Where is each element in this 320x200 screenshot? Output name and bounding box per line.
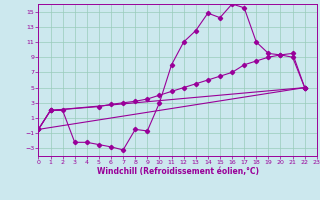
X-axis label: Windchill (Refroidissement éolien,°C): Windchill (Refroidissement éolien,°C): [97, 167, 259, 176]
